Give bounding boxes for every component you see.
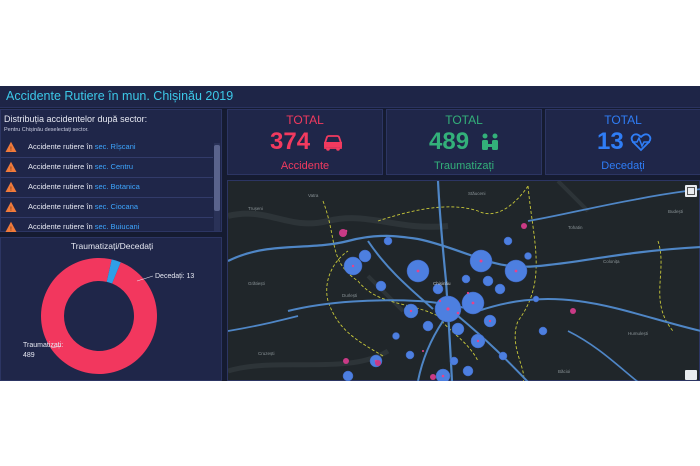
kpi-injured-value: 489 bbox=[429, 128, 470, 155]
kpi-card-injured: TOTAL 489 Traumatizați bbox=[386, 109, 542, 175]
car-icon bbox=[324, 135, 342, 151]
warning-icon: ! bbox=[5, 181, 17, 193]
svg-text:!: ! bbox=[10, 187, 12, 193]
map-label: Durlești bbox=[342, 293, 358, 298]
sector-item-label: Accidente rutiere în sec. Ciocana bbox=[28, 202, 139, 211]
map-label: Trușeni bbox=[248, 206, 263, 211]
map-label: Budești bbox=[668, 209, 684, 214]
map-label: Tohatin bbox=[568, 225, 583, 230]
sector-list-panel: Distribuția accidentelor după sector: Pe… bbox=[0, 109, 222, 238]
title-bar: Accidente Rutiere în mun. Chișinău 2019 bbox=[0, 86, 700, 108]
sector-item-label: Accidente rutiere în sec. Rîșcani bbox=[28, 142, 136, 151]
chart-title: Traumatizați/Decedați bbox=[70, 241, 154, 251]
map-label: Colonița bbox=[603, 259, 620, 264]
donut-chart-panel: Traumatizați/Decedați Decedați: 13 Traum… bbox=[0, 237, 222, 381]
accidents-map[interactable]: Vatra Stăuceni Tohatin Colonița Budești … bbox=[227, 180, 700, 381]
basemap-gallery-icon[interactable] bbox=[685, 185, 697, 197]
svg-text:!: ! bbox=[10, 227, 12, 233]
sector-item-label: Accidente rutiere în sec. Botanica bbox=[28, 182, 140, 191]
donut-chart: Decedați: 13 Traumatizați: 489 bbox=[23, 258, 194, 374]
warning-icon: ! bbox=[5, 201, 17, 213]
map-label: Băcioi bbox=[558, 369, 571, 374]
sector-item-buiucani[interactable]: ! Accidente rutiere în sec. Buiucani bbox=[1, 217, 213, 238]
svg-text:!: ! bbox=[10, 207, 12, 213]
kpi-injured-caption: Traumatizați bbox=[433, 160, 495, 172]
svg-text:!: ! bbox=[10, 147, 12, 153]
kpi-deaths-caption: Decedați bbox=[601, 160, 645, 172]
kpi-accidents-value: 374 bbox=[270, 128, 311, 155]
sector-list-subheading: Pentru Chișinău deselectați sector. bbox=[4, 127, 89, 133]
warning-icon: ! bbox=[5, 141, 17, 153]
dashboard-title: Accidente Rutiere în mun. Chișinău 2019 bbox=[6, 89, 234, 103]
map-label: Cruzești bbox=[258, 351, 275, 356]
kpi-card-accidents: TOTAL 374 Accidente bbox=[227, 109, 383, 175]
deaths-data-label: Decedați: 13 bbox=[155, 273, 194, 280]
dashboard: Accidente Rutiere în mun. Chișinău 2019 … bbox=[0, 86, 700, 381]
sector-item-centru[interactable]: ! Accidente rutiere în sec. Centru bbox=[1, 157, 213, 178]
sector-list-scrollbar[interactable] bbox=[214, 143, 220, 231]
kpi-total-label: TOTAL bbox=[604, 113, 642, 127]
kpi-deaths-value: 13 bbox=[597, 128, 624, 155]
map-label: Vatra bbox=[308, 193, 319, 198]
kpi-total-label: TOTAL bbox=[286, 113, 324, 127]
heartbeat-icon bbox=[630, 133, 652, 152]
donut-slice-traumatizati[interactable] bbox=[40, 258, 157, 374]
svg-text:!: ! bbox=[10, 167, 12, 173]
sector-item-label: Accidente rutiere în sec. Centru bbox=[28, 162, 134, 171]
map-label: Grătiești bbox=[248, 281, 265, 286]
injured-data-label: Traumatizați: bbox=[23, 342, 63, 349]
sector-list-heading: Distribuția accidentelor după sector: bbox=[4, 114, 148, 124]
deaths-leader-line bbox=[136, 275, 154, 282]
donut-slice-decedati[interactable] bbox=[106, 259, 121, 284]
map-expand-icon[interactable] bbox=[685, 370, 697, 380]
sector-item-ciocana[interactable]: ! Accidente rutiere în sec. Ciocana bbox=[1, 197, 213, 218]
sector-item-botanica[interactable]: ! Accidente rutiere în sec. Botanica bbox=[1, 177, 213, 198]
map-canvas[interactable] bbox=[228, 181, 700, 381]
scrollbar-thumb[interactable] bbox=[214, 145, 220, 211]
kpi-total-label: TOTAL bbox=[445, 113, 483, 127]
map-label: Chișinău bbox=[433, 281, 451, 286]
warning-icon: ! bbox=[5, 221, 17, 233]
people-icon bbox=[482, 133, 498, 150]
sector-item-label: Accidente rutiere în sec. Buiucani bbox=[28, 222, 140, 231]
sector-item-riscani[interactable]: ! Accidente rutiere în sec. Rîșcani bbox=[1, 137, 213, 158]
map-label: Stăuceni bbox=[468, 191, 486, 196]
warning-icon: ! bbox=[5, 161, 17, 173]
kpi-accidents-caption: Accidente bbox=[280, 160, 330, 172]
injured-data-value: 489 bbox=[23, 352, 35, 359]
kpi-card-deaths: TOTAL 13 Decedați bbox=[545, 109, 700, 175]
injured-leader-line bbox=[50, 345, 62, 349]
map-label: Humulești bbox=[628, 331, 649, 336]
